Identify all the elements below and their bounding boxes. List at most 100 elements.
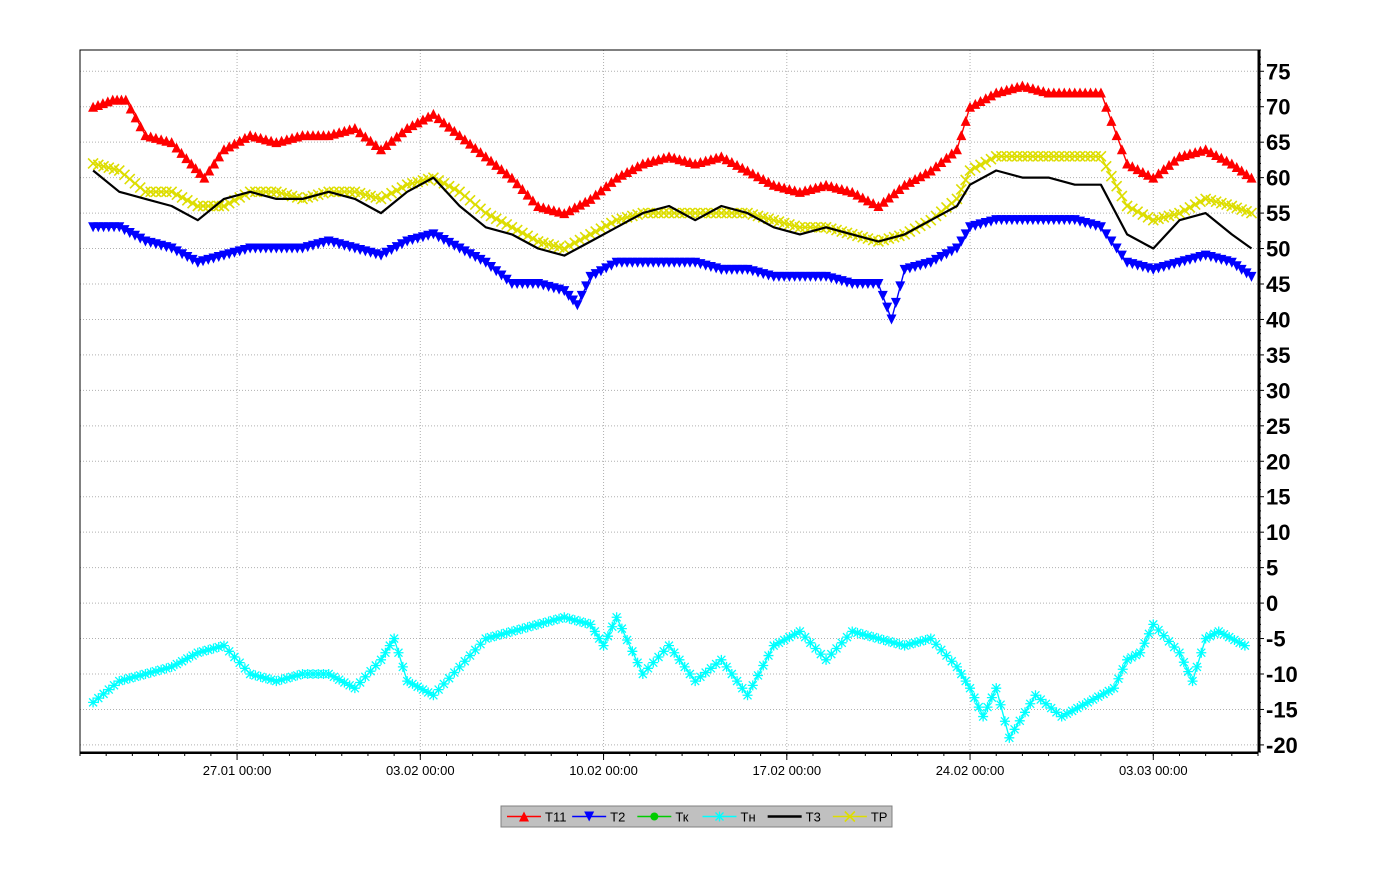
series-1-point [491, 266, 502, 277]
series-0-point [1241, 169, 1252, 180]
series-5-point [563, 240, 576, 252]
series-3-point [402, 676, 413, 687]
legend-marker [714, 811, 725, 822]
series-3-point [266, 674, 277, 685]
series-1-point [177, 249, 188, 260]
series-3-point [1126, 652, 1137, 663]
series-1-point [1111, 243, 1122, 254]
series-3-point [355, 677, 366, 688]
series-3-point [1135, 647, 1146, 658]
series-3-point [1187, 676, 1198, 687]
x-tick-label: 24.02 00:00 [936, 763, 1005, 778]
y-tick-label: -20 [1266, 733, 1298, 758]
series-0-point [868, 198, 879, 209]
series-5-point [1079, 150, 1091, 162]
series-3-point [412, 681, 423, 692]
series-3-point [1196, 647, 1207, 658]
series-3-point [234, 657, 245, 668]
series-1-point [449, 240, 460, 251]
series-3-point [1004, 732, 1015, 743]
legend-label: Т3 [806, 810, 821, 825]
series-3-point [915, 636, 926, 647]
series-3-point [711, 659, 722, 670]
series-5-point [1063, 150, 1076, 162]
series-5-point [1011, 150, 1023, 162]
series-0-point [480, 151, 491, 162]
series-3-point [384, 640, 395, 651]
series-0-point [194, 167, 205, 178]
series-3-point [1030, 690, 1041, 701]
series-5-point [579, 231, 591, 243]
series-0-point [852, 189, 863, 200]
series-3-point [763, 650, 774, 661]
series-0-point [506, 172, 517, 183]
series-1-point [572, 300, 583, 311]
series-3-point [616, 623, 627, 634]
series-3-point [1122, 654, 1133, 665]
series-3-point [438, 678, 449, 689]
series-3-point [239, 663, 250, 674]
series-1-point [470, 252, 481, 263]
series-1-point [590, 269, 601, 280]
series-5-point [1074, 150, 1086, 162]
series-1-point [433, 232, 444, 243]
series-1 [88, 215, 1257, 325]
series-0-point [758, 174, 769, 185]
series-5-point [1126, 203, 1138, 215]
series-3-point [171, 659, 182, 670]
series-3-point [1061, 708, 1072, 719]
y-tick-label: 65 [1266, 130, 1290, 155]
series-3-point [533, 619, 544, 630]
series-1-point [119, 225, 130, 236]
series-layer [87, 80, 1258, 743]
series-0-point [120, 94, 131, 105]
x-tick-label: 17.02 00:00 [752, 763, 821, 778]
series-3-point [365, 666, 376, 677]
series-3-point [1143, 628, 1154, 639]
series-1-point [135, 233, 146, 244]
y-tick-label: 35 [1266, 343, 1290, 368]
series-0-point [376, 144, 387, 155]
series-1-point [438, 235, 449, 246]
series-0-point [616, 169, 627, 180]
series-3-point [512, 625, 523, 636]
series-1-point [1226, 257, 1237, 268]
series-1-point [501, 274, 512, 285]
series-3-point [995, 699, 1006, 710]
series-3-point [480, 633, 491, 644]
series-0-point [209, 158, 220, 169]
series-0-point [501, 168, 512, 179]
series-3-point [506, 626, 517, 637]
series-0-point [199, 172, 210, 183]
series-5-point [558, 242, 570, 255]
series-0-point [873, 201, 884, 211]
series-3-point [454, 661, 465, 672]
series-5-point [1001, 150, 1013, 162]
series-0-point [763, 176, 774, 187]
y-tick-label: 75 [1266, 59, 1290, 84]
series-0-point [517, 183, 528, 194]
series-3-point [417, 684, 428, 695]
series-3-point [852, 627, 863, 638]
series-3-point [873, 633, 884, 644]
series-5-point [1037, 150, 1049, 162]
series-3-point [936, 644, 947, 655]
series-1-point [391, 242, 402, 253]
y-tick-label: 0 [1266, 591, 1278, 616]
series-3-point [679, 661, 690, 672]
series-3-point [941, 650, 952, 661]
y-tick-label: -15 [1266, 697, 1298, 722]
series-3-point [276, 674, 287, 685]
series-4 [92, 169, 1253, 257]
series-1-point [931, 254, 942, 265]
series-0-point [606, 176, 617, 187]
series-3-point [1088, 694, 1099, 705]
series-5-point [166, 186, 178, 198]
legend-item-4: Т3 [767, 810, 821, 825]
y-axis: 757065605550454035302520151050-5-10-15-2… [1257, 49, 1298, 758]
legend-marker [584, 811, 595, 822]
series-0-point [234, 135, 245, 146]
series-5-point [197, 200, 209, 212]
series-0-point [365, 135, 376, 146]
series-5-point [223, 197, 235, 209]
